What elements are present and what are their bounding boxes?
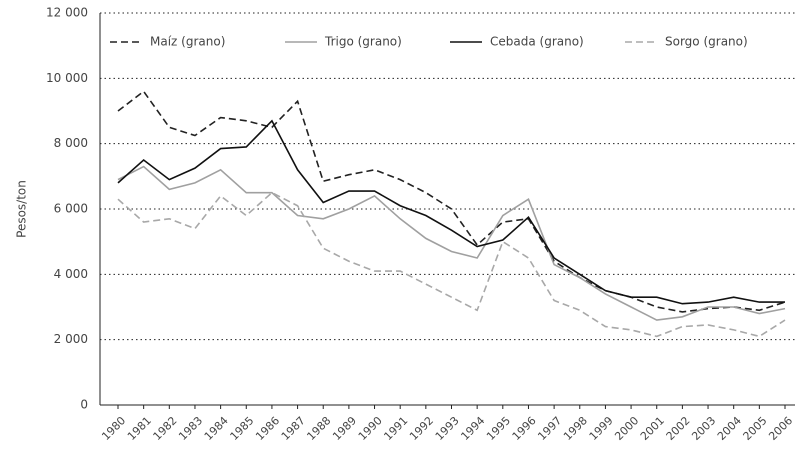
x-tick-label: 2001 bbox=[638, 414, 667, 443]
y-tick-label: 4 000 bbox=[54, 267, 88, 281]
x-tick-label: 1989 bbox=[330, 414, 359, 443]
x-tick-label: 1986 bbox=[253, 414, 282, 443]
x-tick-label: 2000 bbox=[612, 414, 641, 443]
legend-label: Sorgo (grano) bbox=[665, 35, 748, 49]
legend-label: Cebada (grano) bbox=[490, 35, 584, 49]
x-tick-label: 1987 bbox=[279, 414, 308, 443]
y-axis-label: Pesos/ton bbox=[15, 180, 29, 238]
x-tick-label: 1981 bbox=[125, 414, 154, 443]
x-tick-label: 1993 bbox=[433, 414, 462, 443]
x-tick-label: 2005 bbox=[741, 414, 770, 443]
series-line bbox=[117, 119, 785, 305]
series-line bbox=[117, 191, 786, 338]
x-tick-label: 2004 bbox=[715, 414, 744, 443]
series-line bbox=[117, 165, 786, 321]
legend-label: Trigo (grano) bbox=[324, 35, 402, 49]
x-tick-label: 1991 bbox=[381, 414, 410, 443]
x-tick-label: 1994 bbox=[458, 414, 487, 443]
x-tick-label: 1982 bbox=[151, 414, 180, 443]
x-tick-label: 1990 bbox=[356, 414, 385, 443]
legend-label: Maíz (grano) bbox=[150, 35, 225, 49]
x-tick-label: 2003 bbox=[689, 414, 718, 443]
x-tick-label: 1992 bbox=[407, 414, 436, 443]
x-tick-label: 1983 bbox=[176, 414, 205, 443]
x-tick-label: 1984 bbox=[202, 414, 231, 443]
y-tick-label: 10 000 bbox=[46, 71, 88, 85]
x-tick-label: 1995 bbox=[484, 414, 513, 443]
x-tick-label: 1980 bbox=[99, 414, 128, 443]
series-line bbox=[117, 90, 786, 313]
y-tick-label: 2 000 bbox=[54, 332, 88, 346]
x-tick-label: 1985 bbox=[228, 414, 257, 443]
x-tick-label: 1996 bbox=[510, 414, 539, 443]
x-tick-label: 1988 bbox=[304, 414, 333, 443]
x-tick-label: 2002 bbox=[664, 414, 693, 443]
x-tick-label: 1999 bbox=[587, 414, 616, 443]
y-tick-label: 6 000 bbox=[54, 202, 88, 216]
x-tick-label: 1997 bbox=[535, 414, 564, 443]
x-tick-label: 2006 bbox=[766, 414, 795, 443]
y-tick-label: 12 000 bbox=[46, 6, 88, 20]
x-tick-label: 1998 bbox=[561, 414, 590, 443]
y-tick-label: 8 000 bbox=[54, 136, 88, 150]
y-tick-label: 0 bbox=[80, 398, 88, 412]
